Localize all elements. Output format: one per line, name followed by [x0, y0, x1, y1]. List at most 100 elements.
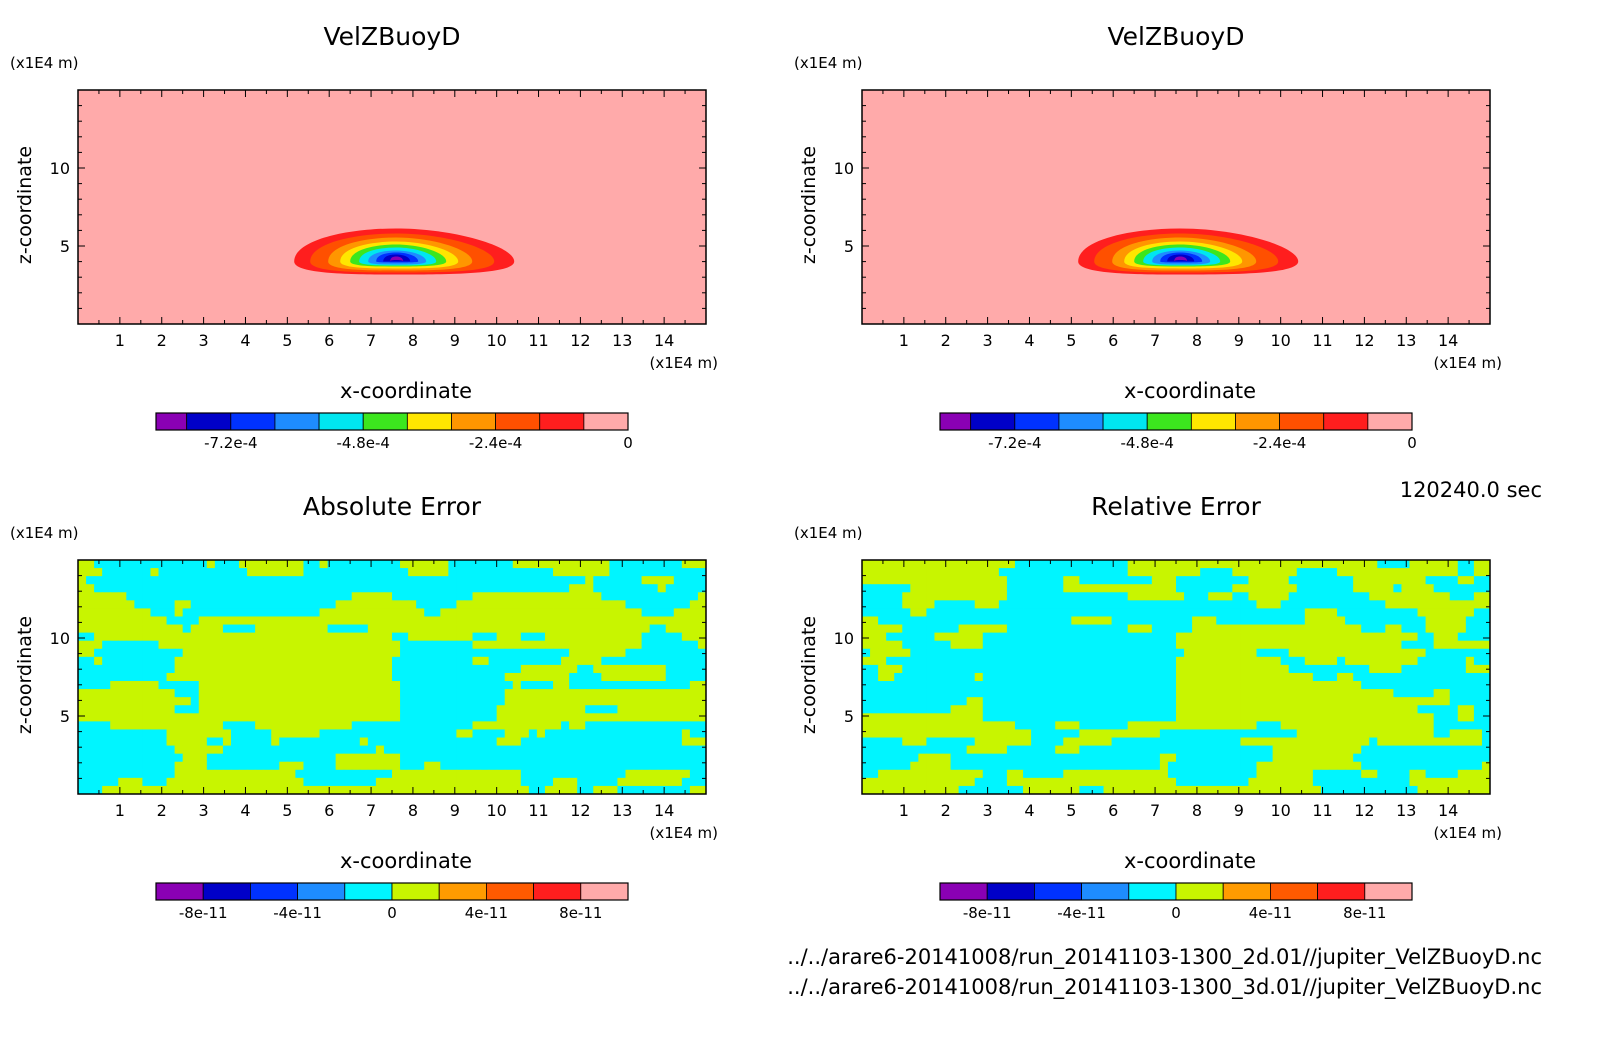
field-cell	[1151, 560, 1161, 569]
field-cell	[287, 592, 296, 601]
field-cell	[1127, 697, 1137, 706]
field-cell	[327, 624, 337, 634]
field-cell	[94, 761, 103, 771]
field-cell	[1232, 560, 1242, 569]
field-cell	[1409, 753, 1419, 763]
field-cell	[1377, 761, 1386, 771]
field-cell	[1071, 576, 1080, 585]
field-cell	[982, 745, 992, 755]
field-cell	[886, 761, 895, 771]
field-cell	[1006, 681, 1016, 690]
field-cell	[158, 713, 168, 722]
field-cell	[1200, 681, 1209, 690]
field-cell	[448, 568, 458, 577]
field-cell	[319, 697, 329, 706]
field-cell	[335, 745, 345, 755]
field-cell	[681, 576, 691, 585]
field-cell	[440, 753, 449, 763]
field-cell	[367, 592, 377, 601]
field-cell	[601, 753, 610, 763]
field-cell	[569, 640, 578, 650]
field-cell	[424, 745, 433, 755]
field-cell	[174, 729, 184, 739]
field-cell	[432, 640, 441, 650]
field-cell	[166, 761, 176, 771]
field-cell	[110, 592, 119, 601]
field-cell	[408, 592, 417, 601]
field-cell	[569, 705, 578, 714]
field-cell	[448, 777, 458, 787]
field-cell	[400, 624, 409, 634]
field-cell	[1208, 568, 1217, 577]
field-cell	[1119, 697, 1129, 706]
field-cell	[118, 648, 127, 658]
field-cell	[440, 713, 449, 722]
field-cell	[416, 672, 425, 682]
field-cell	[1143, 616, 1153, 626]
x-tick-label: 9	[450, 801, 460, 820]
field-cell	[303, 705, 313, 714]
field-cell	[255, 616, 264, 626]
field-cell	[1200, 576, 1209, 585]
field-cell	[593, 745, 602, 755]
field-cell	[1176, 681, 1185, 690]
field-cell	[1151, 761, 1161, 771]
field-cell	[255, 697, 264, 706]
field-cell	[504, 697, 514, 706]
field-cell	[464, 584, 474, 593]
colorbar-cell	[1058, 412, 1104, 431]
field-cell	[1337, 568, 1346, 577]
field-cell	[609, 785, 619, 794]
field-cell	[1337, 761, 1346, 771]
field-cell	[1006, 705, 1016, 714]
field-cell	[239, 713, 248, 722]
field-cell	[998, 769, 1008, 779]
field-cell	[1079, 584, 1089, 593]
colorbar-label: -4.8e-4	[336, 434, 389, 452]
field-cell	[528, 777, 538, 787]
field-cell	[222, 576, 232, 585]
field-cell	[1312, 777, 1322, 787]
field-cell	[1167, 753, 1177, 763]
field-cell	[94, 608, 103, 618]
field-cell	[1280, 689, 1290, 698]
field-cell	[488, 777, 498, 787]
field-cell	[78, 705, 87, 714]
field-cell	[408, 648, 417, 658]
field-cell	[601, 600, 610, 610]
field-cell	[697, 568, 706, 577]
field-cell	[1071, 705, 1080, 714]
field-cell	[150, 616, 160, 626]
field-cell	[1465, 785, 1475, 794]
field-cell	[982, 616, 992, 626]
field-cell	[1039, 592, 1048, 601]
field-cell	[86, 664, 95, 674]
field-cell	[488, 689, 498, 698]
field-cell	[263, 632, 272, 642]
field-cell	[1143, 648, 1153, 658]
x-tick-label: 8	[1192, 331, 1202, 350]
field-cell	[641, 616, 651, 626]
field-cell	[1248, 616, 1258, 626]
field-cell	[1047, 560, 1056, 569]
field-cell	[886, 689, 895, 698]
field-cell	[649, 721, 659, 731]
field-cell	[894, 785, 903, 794]
field-cell	[1071, 584, 1080, 593]
field-cell	[878, 681, 887, 690]
field-cell	[198, 705, 208, 714]
field-cell	[279, 632, 288, 642]
field-cell	[110, 769, 119, 779]
field-cell	[673, 713, 683, 722]
field-cell	[448, 584, 458, 593]
field-cell	[1248, 697, 1258, 706]
colorbar-label: 0	[387, 904, 397, 922]
x-axis-label: x-coordinate	[1124, 849, 1256, 873]
field-cell	[633, 697, 643, 706]
field-cell	[1135, 640, 1145, 650]
field-cell	[1304, 689, 1314, 698]
field-cell	[263, 721, 272, 731]
field-cell	[1031, 777, 1040, 787]
field-cell	[134, 681, 144, 690]
field-cell	[335, 785, 345, 794]
